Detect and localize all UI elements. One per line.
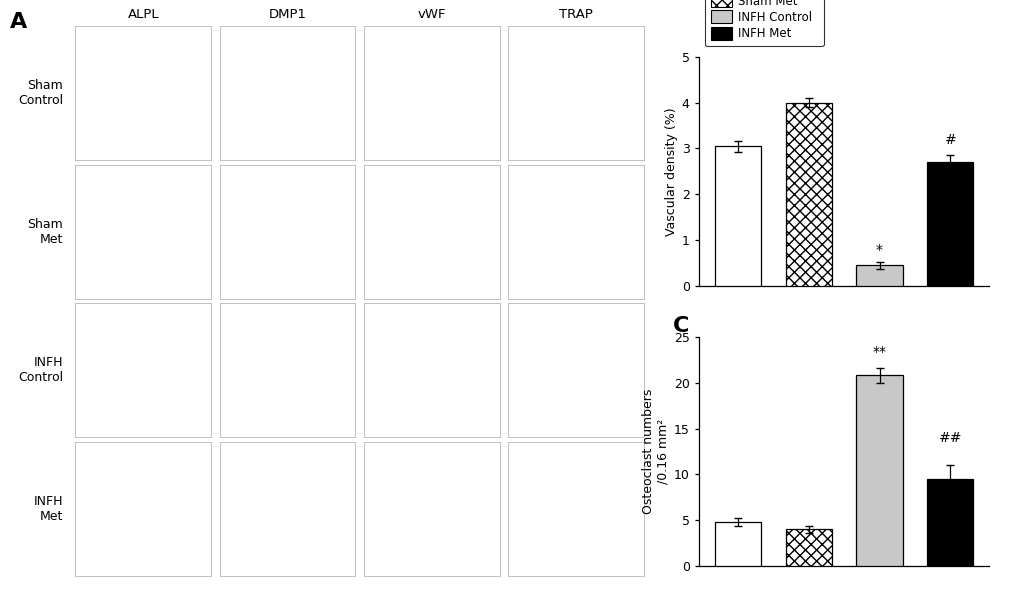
Text: INFH
Met: INFH Met bbox=[34, 495, 63, 523]
Text: vWF: vWF bbox=[417, 8, 445, 21]
Text: Sham
Control: Sham Control bbox=[18, 79, 63, 107]
Bar bbox=[785, 529, 830, 566]
Y-axis label: Vascular density (%): Vascular density (%) bbox=[663, 107, 677, 235]
Text: A: A bbox=[10, 12, 28, 32]
Text: **: ** bbox=[871, 344, 886, 359]
Text: TRAP: TRAP bbox=[558, 8, 592, 21]
Text: #: # bbox=[944, 133, 956, 147]
Bar bbox=[926, 162, 972, 286]
Y-axis label: Osteoclast numbers
/0.16 mm²: Osteoclast numbers /0.16 mm² bbox=[641, 389, 669, 514]
Bar bbox=[714, 146, 760, 286]
Bar bbox=[856, 375, 902, 566]
Legend: Sham Control, Sham Met, INFH Control, INFH Met: Sham Control, Sham Met, INFH Control, IN… bbox=[704, 0, 823, 46]
Text: *: * bbox=[875, 243, 882, 257]
Text: INFH
Control: INFH Control bbox=[18, 356, 63, 384]
Bar bbox=[926, 479, 972, 566]
Bar bbox=[856, 265, 902, 286]
Bar bbox=[714, 522, 760, 566]
Bar bbox=[785, 103, 830, 286]
Text: Sham
Met: Sham Met bbox=[28, 218, 63, 246]
Text: ALPL: ALPL bbox=[127, 8, 159, 21]
Text: DMP1: DMP1 bbox=[268, 8, 307, 21]
Text: ##: ## bbox=[937, 431, 961, 445]
Text: C: C bbox=[673, 316, 689, 336]
